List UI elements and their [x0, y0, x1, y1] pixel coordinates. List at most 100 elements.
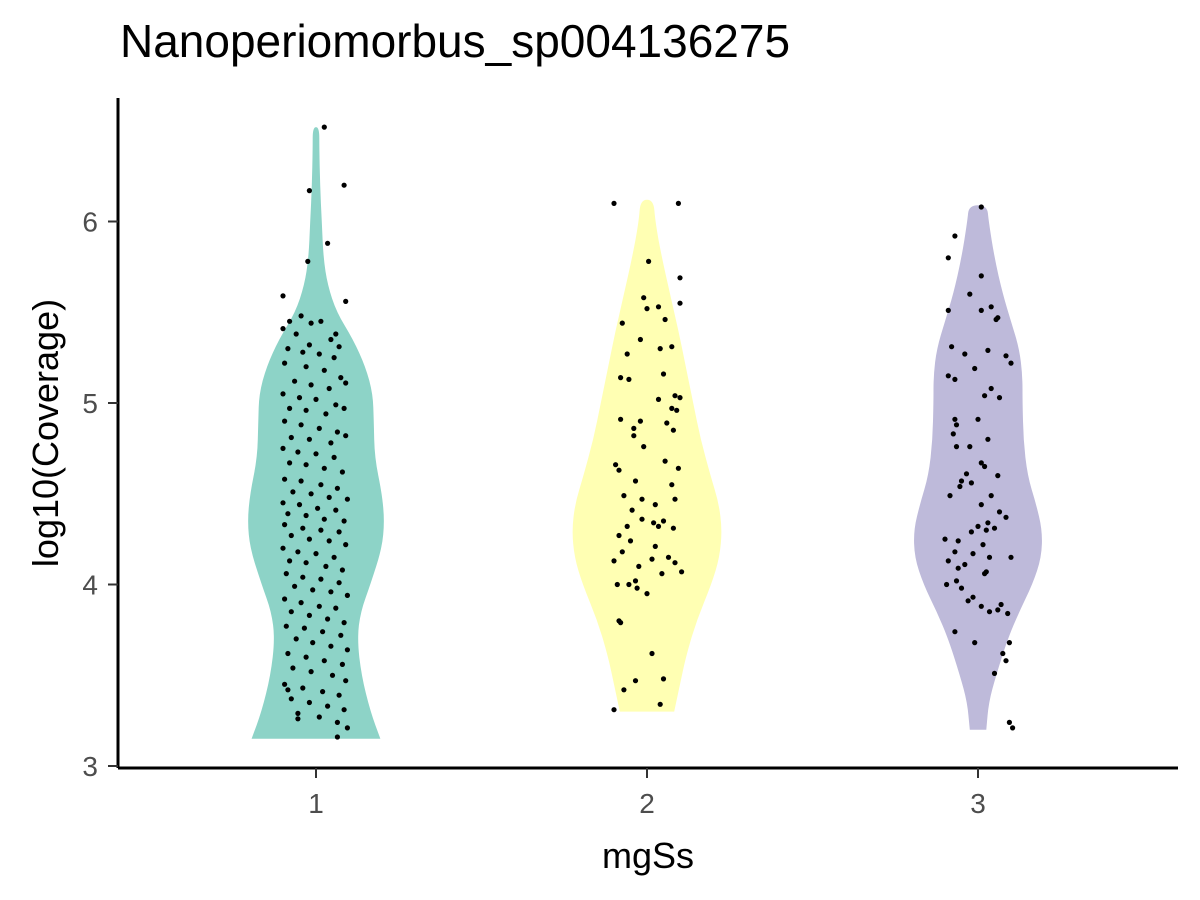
data-point	[627, 538, 634, 544]
data-point	[280, 445, 286, 451]
data-point	[616, 467, 622, 473]
data-point	[336, 344, 342, 350]
data-point	[1008, 360, 1014, 366]
data-point	[980, 542, 986, 548]
data-point	[344, 496, 350, 502]
data-point	[662, 458, 668, 464]
data-point	[1003, 353, 1009, 359]
data-point	[296, 395, 303, 401]
data-point	[978, 307, 984, 313]
data-point	[978, 204, 984, 210]
data-point	[306, 536, 312, 542]
data-point	[287, 405, 293, 411]
data-point	[621, 687, 627, 693]
data-point	[629, 507, 635, 513]
data-point	[616, 532, 622, 539]
data-point	[955, 565, 961, 571]
data-point	[657, 346, 663, 352]
data-point	[287, 558, 293, 564]
chart-title: Nanoperiomorbus_sp004136275	[120, 15, 791, 67]
y-tick-label: 6	[82, 207, 98, 238]
data-point	[321, 465, 327, 471]
data-point	[306, 436, 312, 442]
data-point	[326, 385, 332, 392]
data-point	[295, 716, 301, 722]
data-point	[341, 518, 347, 524]
data-point	[305, 258, 311, 264]
data-point	[1005, 610, 1011, 617]
x-axis-title: mgSs	[602, 835, 694, 876]
data-point	[331, 355, 337, 361]
data-point	[303, 364, 309, 370]
data-point	[308, 491, 314, 497]
data-point	[285, 650, 291, 657]
data-point	[292, 583, 298, 589]
data-point	[669, 482, 675, 488]
data-point	[328, 336, 334, 343]
data-point	[986, 554, 993, 560]
data-point	[326, 494, 332, 500]
data-point	[978, 502, 984, 508]
data-point	[323, 563, 329, 570]
violin-1	[248, 127, 384, 739]
data-point	[991, 670, 998, 677]
data-point	[336, 580, 342, 586]
data-point	[295, 710, 301, 717]
data-point	[952, 416, 958, 422]
data-point	[652, 502, 658, 508]
data-point	[315, 505, 321, 511]
data-point	[300, 525, 306, 531]
data-point	[970, 551, 976, 557]
data-point	[652, 543, 658, 550]
data-point	[962, 351, 968, 357]
data-point	[996, 509, 1003, 515]
data-point	[288, 609, 294, 615]
data-point	[995, 607, 1001, 613]
data-point	[1000, 650, 1006, 657]
data-point	[316, 425, 322, 431]
data-point	[963, 471, 970, 477]
data-point	[308, 320, 314, 326]
data-point	[282, 596, 288, 602]
data-point	[298, 600, 304, 606]
data-point	[285, 346, 291, 352]
data-point	[944, 581, 950, 588]
data-point	[310, 640, 316, 646]
data-point	[320, 689, 326, 695]
data-point	[945, 255, 951, 261]
data-point	[958, 478, 965, 484]
data-point	[306, 699, 312, 706]
data-point	[634, 585, 640, 591]
data-point	[619, 320, 625, 326]
data-point	[978, 603, 984, 609]
data-point	[316, 714, 322, 720]
data-point	[336, 692, 342, 698]
data-point	[334, 429, 340, 435]
data-point	[952, 233, 958, 239]
data-point	[344, 725, 350, 731]
data-point	[662, 316, 668, 323]
data-point	[679, 569, 685, 575]
data-point	[288, 696, 294, 702]
data-point	[306, 342, 312, 348]
data-point	[988, 385, 994, 392]
data-point	[303, 407, 309, 413]
data-point	[611, 200, 617, 206]
data-point	[619, 549, 625, 555]
data-point	[343, 298, 349, 304]
data-point	[328, 589, 334, 595]
data-point	[675, 465, 682, 471]
data-point	[965, 598, 971, 604]
data-point	[288, 532, 294, 539]
data-point	[660, 518, 667, 524]
data-point	[632, 578, 639, 584]
data-point	[968, 480, 975, 486]
data-point	[325, 703, 331, 709]
data-point	[644, 306, 650, 312]
data-point	[632, 678, 639, 684]
data-point	[283, 571, 289, 577]
data-point	[986, 609, 993, 615]
data-point	[968, 529, 975, 535]
data-point	[945, 307, 951, 313]
